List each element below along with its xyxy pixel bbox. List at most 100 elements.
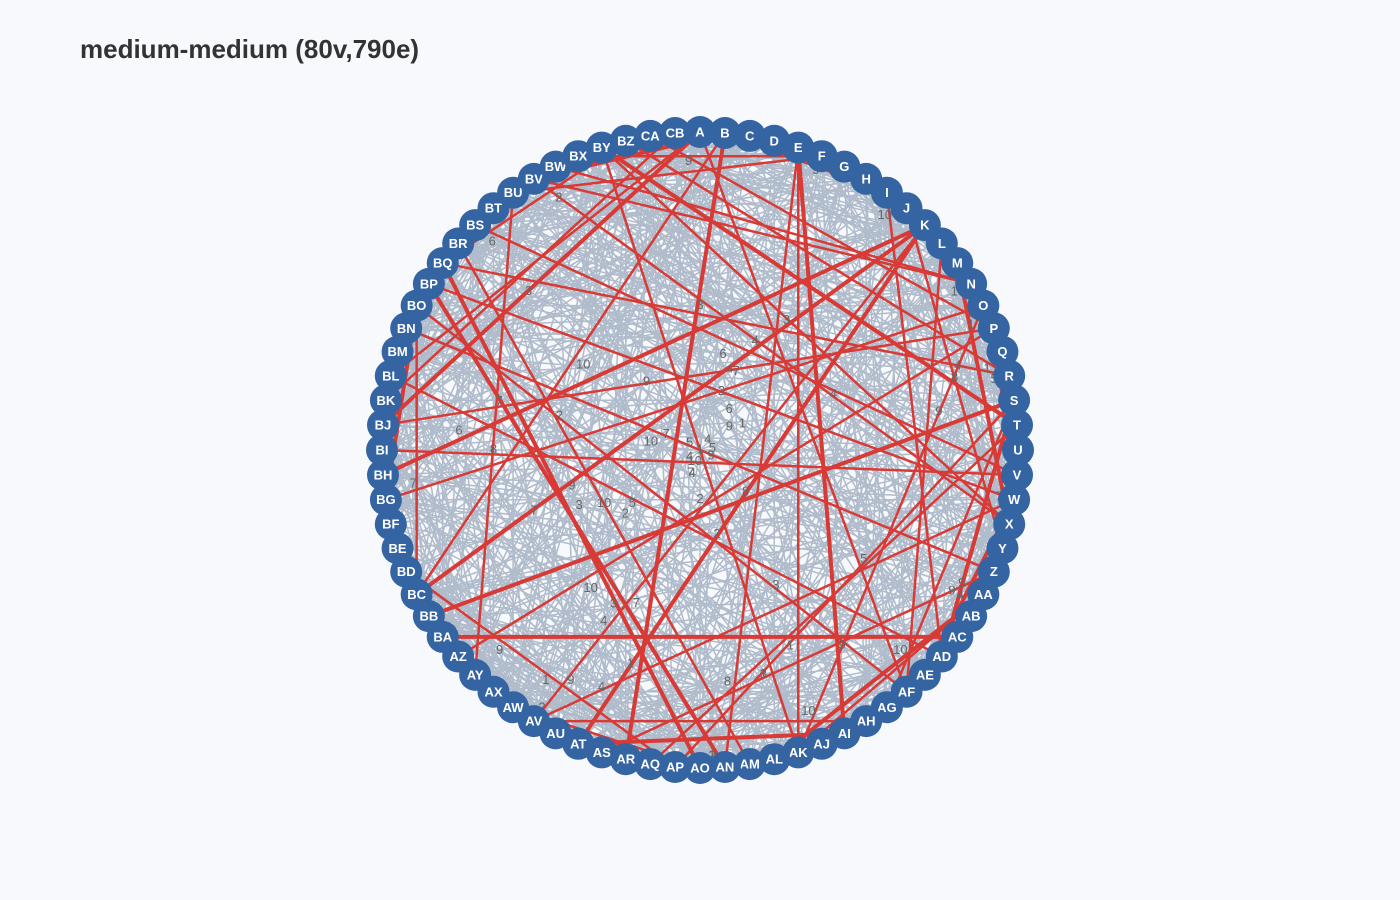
node-label: AU bbox=[546, 726, 565, 741]
graph-node[interactable]: V bbox=[1001, 458, 1034, 491]
graph-node[interactable]: BK bbox=[369, 384, 402, 417]
node-circle[interactable] bbox=[986, 335, 1019, 368]
node-label: BN bbox=[397, 321, 416, 336]
edge-weight-label: 10 bbox=[893, 642, 907, 657]
node-circle[interactable] bbox=[366, 434, 398, 466]
graph-node[interactable]: R bbox=[993, 359, 1026, 392]
graph-node[interactable]: AM bbox=[733, 748, 766, 781]
highlighted-edge bbox=[389, 374, 944, 658]
node-circle[interactable] bbox=[381, 532, 414, 565]
graph-node[interactable]: BH bbox=[366, 458, 399, 491]
graph-node[interactable]: BF bbox=[374, 508, 407, 541]
node-circle[interactable] bbox=[659, 751, 692, 784]
node-circle[interactable] bbox=[993, 508, 1026, 541]
graph-node[interactable]: BI bbox=[366, 434, 398, 466]
graph-node[interactable]: D bbox=[758, 124, 791, 157]
node-label: K bbox=[920, 218, 930, 233]
graph-node[interactable]: AL bbox=[758, 743, 791, 776]
edge-weight-label: 10 bbox=[688, 453, 702, 468]
node-circle[interactable] bbox=[634, 748, 667, 781]
node-circle[interactable] bbox=[609, 743, 642, 776]
edge-weight-label: 1 bbox=[967, 317, 974, 332]
highlighted-edges bbox=[380, 130, 1020, 770]
node-label: Q bbox=[997, 344, 1007, 359]
graph-edge bbox=[458, 242, 1003, 353]
edge-weight-label: 7 bbox=[410, 475, 417, 490]
node-label: BO bbox=[407, 298, 427, 313]
graph-node[interactable]: BJ bbox=[366, 409, 399, 442]
graph-node[interactable]: BL bbox=[374, 359, 407, 392]
graph-node[interactable]: BZ bbox=[609, 124, 642, 157]
graph-node[interactable]: BY bbox=[585, 131, 618, 164]
graph-node[interactable]: X bbox=[993, 508, 1026, 541]
node-circle[interactable] bbox=[1002, 434, 1034, 466]
graph-node[interactable]: BG bbox=[369, 483, 402, 516]
node-circle[interactable] bbox=[708, 116, 741, 149]
graph-node[interactable]: CA bbox=[634, 119, 667, 152]
node-label: CB bbox=[666, 125, 685, 140]
node-circle[interactable] bbox=[758, 743, 791, 776]
graph-node[interactable]: Q bbox=[986, 335, 1019, 368]
graph-node[interactable]: S bbox=[998, 384, 1031, 417]
highlighted-edge bbox=[600, 146, 1011, 526]
node-circle[interactable] bbox=[998, 384, 1031, 417]
node-circle[interactable] bbox=[733, 748, 766, 781]
graph-node[interactable]: AO bbox=[684, 752, 716, 784]
graph-node[interactable]: W bbox=[998, 483, 1031, 516]
node-circle[interactable] bbox=[782, 736, 815, 769]
node-circle[interactable] bbox=[998, 483, 1031, 516]
node-circle[interactable] bbox=[634, 119, 667, 152]
edge-weight-label: 2 bbox=[622, 505, 629, 520]
graph-node[interactable]: AN bbox=[708, 751, 741, 784]
node-circle[interactable] bbox=[585, 131, 618, 164]
node-circle[interactable] bbox=[758, 124, 791, 157]
graph-node[interactable]: B bbox=[708, 116, 741, 149]
highlighted-edge bbox=[723, 146, 800, 769]
node-circle[interactable] bbox=[369, 483, 402, 516]
node-label: AR bbox=[616, 752, 635, 767]
node-circle[interactable] bbox=[684, 116, 716, 148]
highlighted-edge bbox=[384, 304, 985, 501]
graph-edge bbox=[512, 155, 823, 708]
node-circle[interactable] bbox=[366, 458, 399, 491]
node-circle[interactable] bbox=[993, 359, 1026, 392]
node-circle[interactable] bbox=[684, 752, 716, 784]
node-label: BZ bbox=[617, 133, 634, 148]
node-circle[interactable] bbox=[374, 359, 407, 392]
graph-node[interactable]: A bbox=[684, 116, 716, 148]
edge-weight-label: 6 bbox=[489, 234, 496, 249]
node-label: W bbox=[1008, 492, 1021, 507]
node-circle[interactable] bbox=[708, 751, 741, 784]
graph-node[interactable]: BM bbox=[381, 335, 414, 368]
node-label: BV bbox=[525, 171, 543, 186]
node-circle[interactable] bbox=[609, 124, 642, 157]
node-label: AB bbox=[962, 609, 981, 624]
edge-weight-label: 5 bbox=[629, 495, 636, 510]
graph-node[interactable]: BE bbox=[381, 532, 414, 565]
graph-node[interactable]: CB bbox=[659, 116, 692, 149]
graph-node[interactable]: T bbox=[1001, 409, 1034, 442]
edge-weight-label: 10 bbox=[583, 580, 597, 595]
graph-node[interactable]: AQ bbox=[634, 748, 667, 781]
node-label: C bbox=[745, 128, 755, 143]
graph-node[interactable]: AK bbox=[782, 736, 815, 769]
edge-weight-label: 8 bbox=[742, 484, 749, 499]
node-circle[interactable] bbox=[1001, 458, 1034, 491]
node-circle[interactable] bbox=[366, 409, 399, 442]
edge-weight-label: 10 bbox=[801, 703, 815, 718]
node-circle[interactable] bbox=[733, 119, 766, 152]
node-label: BH bbox=[374, 467, 393, 482]
graph-node[interactable]: AP bbox=[659, 751, 692, 784]
node-circle[interactable] bbox=[1001, 409, 1034, 442]
graph-node[interactable]: U bbox=[1002, 434, 1034, 466]
node-circle[interactable] bbox=[369, 384, 402, 417]
graph-node[interactable]: AR bbox=[609, 743, 642, 776]
graph-node[interactable]: C bbox=[733, 119, 766, 152]
graph-edge bbox=[474, 224, 1003, 353]
node-circle[interactable] bbox=[659, 116, 692, 149]
graph-edge bbox=[397, 351, 867, 722]
graph-edge bbox=[674, 132, 701, 769]
node-circle[interactable] bbox=[374, 508, 407, 541]
edge-weight-label: 4 bbox=[686, 448, 693, 463]
highlighted-edge bbox=[440, 261, 702, 770]
